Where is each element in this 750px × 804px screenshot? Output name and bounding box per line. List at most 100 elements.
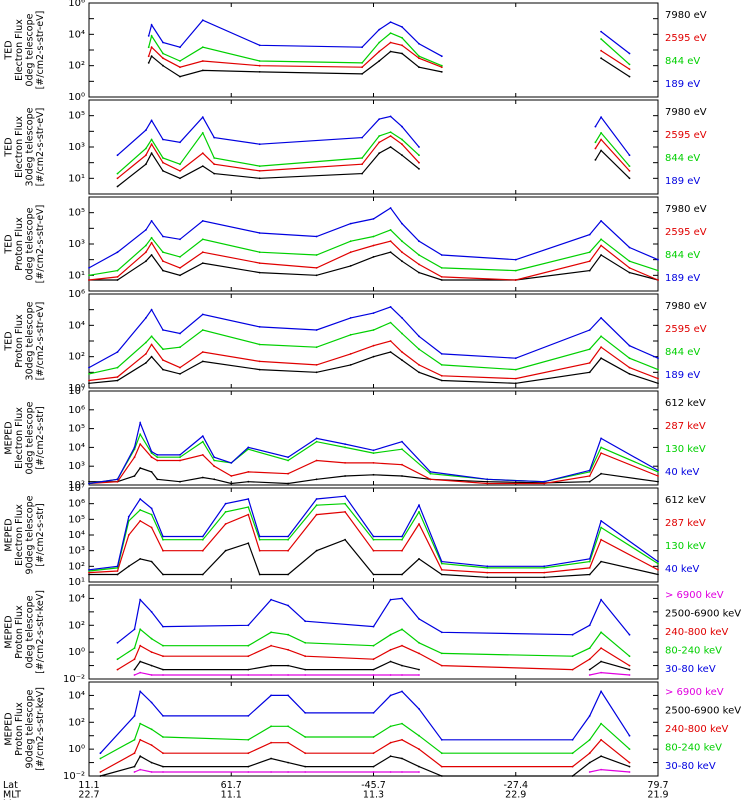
data-point — [179, 170, 181, 172]
series-group — [88, 229, 659, 277]
data-point — [401, 154, 403, 157]
data-point — [247, 715, 250, 717]
data-point — [315, 504, 318, 507]
data-point — [315, 478, 318, 481]
series-line — [117, 146, 630, 187]
data-point — [401, 597, 403, 600]
data-point — [139, 422, 142, 424]
data-point — [657, 258, 659, 261]
data-point — [628, 674, 631, 676]
legend-entry: 130 keV — [665, 541, 706, 552]
data-point — [389, 633, 392, 636]
data-point — [389, 32, 392, 34]
data-point — [247, 765, 250, 768]
data-point — [145, 229, 147, 231]
data-point — [378, 152, 381, 155]
data-point — [315, 274, 318, 277]
y-tick-label: 10² — [68, 480, 85, 491]
data-point — [139, 768, 142, 771]
data-point — [628, 357, 631, 360]
data-point — [600, 520, 602, 522]
data-point — [588, 475, 591, 477]
data-point — [344, 475, 346, 477]
legend-entry: 189 eV — [665, 370, 700, 381]
data-point — [628, 771, 631, 773]
data-point — [571, 765, 574, 768]
data-point — [401, 143, 403, 146]
data-point — [116, 177, 119, 180]
legend: 7980 eV 2595 eV 844 eV 189 eV — [665, 107, 707, 187]
data-point — [600, 132, 602, 134]
data-point — [213, 478, 216, 481]
data-point — [150, 55, 153, 58]
data-point — [588, 624, 591, 627]
data-point — [147, 35, 150, 37]
series-group — [88, 251, 659, 281]
data-point — [600, 238, 602, 241]
data-point — [287, 549, 289, 552]
legend-entry: 189 eV — [665, 176, 700, 187]
y-tick-label: 10⁰ — [68, 744, 85, 755]
data-point — [247, 446, 250, 449]
data-point — [162, 736, 164, 738]
y-axis-label-line: MEPED — [3, 421, 14, 454]
data-point — [389, 351, 392, 353]
series-line — [88, 351, 659, 384]
data-point — [600, 38, 602, 40]
data-point — [418, 55, 420, 58]
data-point — [372, 736, 375, 738]
data-point — [133, 715, 136, 717]
y-axis-label: TEDProton Flux0deg telescope[#/cm2-s-str… — [3, 205, 46, 284]
data-point — [258, 44, 261, 47]
data-point — [440, 379, 443, 382]
series-group — [88, 495, 659, 571]
data-point — [150, 143, 153, 146]
data-point — [361, 163, 363, 166]
data-point — [628, 668, 631, 671]
y-tick-label: 10⁵ — [68, 111, 85, 122]
series-line — [100, 722, 630, 760]
data-point — [418, 371, 420, 374]
data-point — [287, 694, 289, 697]
data-point — [628, 344, 631, 347]
data-point — [514, 258, 517, 261]
data-point — [88, 482, 90, 485]
data-point — [88, 379, 90, 382]
legend-entry: 844 eV — [665, 250, 700, 261]
y-tick-label: 10⁶ — [68, 405, 85, 416]
data-point — [201, 220, 204, 222]
data-point — [162, 235, 164, 238]
data-point — [145, 260, 147, 263]
data-point — [179, 373, 181, 375]
series-line — [89, 251, 659, 281]
y-tick-label: 10⁷ — [68, 386, 85, 397]
data-point — [213, 456, 216, 459]
data-point — [372, 668, 375, 671]
data-point — [372, 573, 375, 576]
data-point — [389, 251, 392, 254]
data-point — [401, 251, 403, 254]
data-point — [145, 317, 147, 319]
y-axis-label-line: 90deg telescope — [24, 495, 35, 574]
data-point — [349, 265, 352, 267]
data-point — [514, 357, 517, 360]
data-point — [543, 571, 546, 574]
data-point — [88, 373, 90, 375]
data-point — [139, 598, 142, 601]
y-axis-label: MEPEDProton Flux0deg telescope[#/cm2-s-s… — [3, 590, 46, 674]
series-line — [88, 503, 659, 572]
y-tick-label: 10⁷ — [68, 483, 85, 494]
data-point — [588, 469, 591, 472]
data-point — [247, 655, 250, 658]
data-point — [440, 353, 443, 355]
data-point — [133, 668, 136, 671]
data-point — [349, 240, 352, 243]
data-point — [247, 448, 250, 451]
data-point — [147, 46, 150, 49]
series-line — [134, 671, 630, 676]
data-point — [179, 366, 181, 369]
data-point — [372, 625, 375, 628]
data-point — [315, 459, 318, 462]
data-point — [349, 251, 352, 254]
